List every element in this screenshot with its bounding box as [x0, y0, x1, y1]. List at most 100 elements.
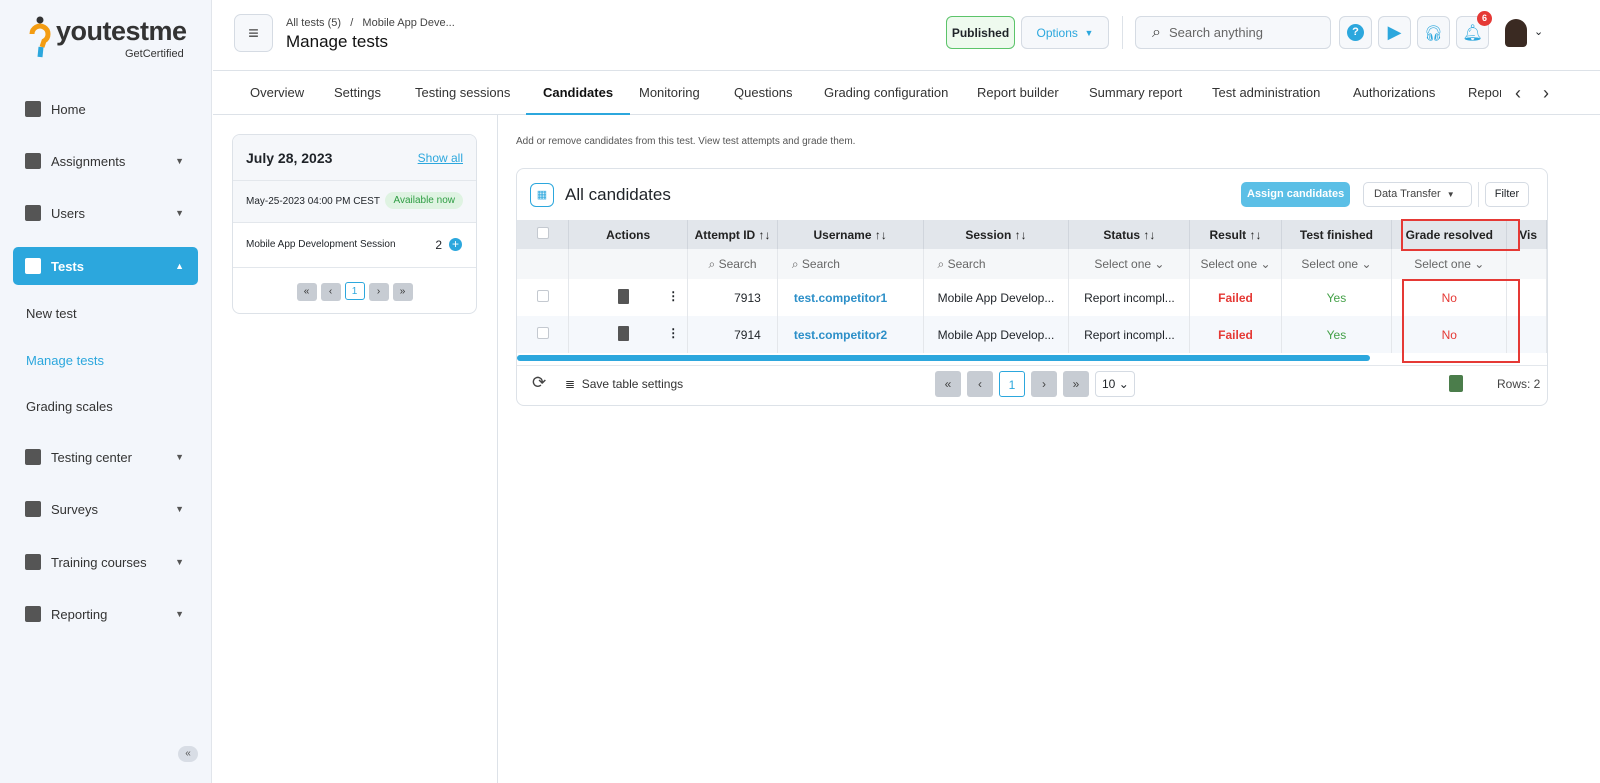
tabs-scroll-left-icon[interactable]: ‹	[1515, 83, 1521, 103]
bell-icon: 🔔︎	[1462, 24, 1483, 42]
search-input[interactable]: ⌕ Search anything	[1135, 16, 1331, 49]
session-cell: Mobile App Develop...	[923, 279, 1070, 316]
chevron-down-icon: ▼	[175, 504, 184, 514]
sidebar-subitem-grading-scales[interactable]: Grading scales	[26, 399, 113, 414]
notifications-button[interactable]: 🔔︎ 6	[1456, 11, 1492, 49]
horizontal-scrollbar[interactable]	[517, 355, 1370, 361]
logo[interactable]: youtestme GetCertified	[28, 14, 188, 64]
testing-center-icon	[25, 449, 41, 465]
sidebar-subitem-manage-tests[interactable]: Manage tests	[26, 353, 105, 368]
column-header-attempt-id[interactable]: Attempt ID ↑↓	[687, 220, 778, 249]
sidebar-item-label: Tests	[51, 258, 84, 274]
tests-icon	[25, 258, 41, 274]
report-icon[interactable]	[617, 325, 629, 341]
page-size-select[interactable]: 10 ⌄	[1095, 371, 1135, 397]
filter-cell	[517, 249, 570, 279]
sidebar-item-assignments[interactable]: Assignments ▼	[13, 142, 198, 180]
sidebar-item-tests[interactable]: Tests ▲	[13, 247, 198, 285]
data-transfer-button[interactable]: Data Transfer ▼	[1363, 182, 1472, 207]
caret-down-icon: ▼	[1084, 27, 1094, 38]
search-placeholder: Search	[801, 256, 840, 271]
tab-test-administration[interactable]: Test administration	[1212, 85, 1321, 100]
column-header-actions: Actions	[568, 220, 689, 249]
sidebar-item-home[interactable]: Home	[13, 90, 198, 128]
test-finished-select[interactable]: Select one ⌄	[1281, 249, 1393, 279]
options-button[interactable]: Options ▼	[1021, 16, 1109, 49]
column-header-username[interactable]: Username ↑↓	[777, 220, 924, 249]
attempt-id-search[interactable]: ⌕ Search	[687, 249, 778, 279]
assign-candidates-button[interactable]: Assign candidates	[1241, 182, 1351, 207]
column-header-result[interactable]: Result ↑↓	[1189, 220, 1282, 249]
tab-settings[interactable]: Settings	[334, 85, 381, 100]
sidebar-item-reporting[interactable]: Reporting ▼	[13, 595, 198, 633]
sidebar-item-users[interactable]: Users ▼	[13, 194, 198, 232]
menu-button[interactable]: ≡	[234, 14, 273, 52]
refresh-icon[interactable]: ⟳	[532, 373, 547, 392]
tab-report-builder[interactable]: Report builder	[977, 85, 1059, 100]
current-page[interactable]: 1	[344, 282, 365, 300]
next-page-button[interactable]: ›	[368, 283, 389, 301]
first-page-button[interactable]: «	[935, 371, 961, 397]
support-button[interactable]: 🎧︎	[1417, 16, 1450, 49]
sidebar-item-testing-center[interactable]: Testing center ▼	[13, 438, 198, 476]
grade-resolved-select[interactable]: Select one ⌄	[1391, 249, 1508, 279]
collapse-sidebar-button[interactable]: «	[178, 746, 198, 762]
column-header-visible: Vis	[1506, 220, 1547, 249]
row-checkbox[interactable]	[536, 290, 549, 302]
breadcrumb-all-tests[interactable]: All tests (5)	[286, 17, 342, 29]
username-link[interactable]: test.competitor2	[777, 316, 924, 353]
filter-button[interactable]: Filter	[1485, 182, 1529, 207]
sidebar-subitem-new-test[interactable]: New test	[26, 306, 77, 321]
tab-candidates[interactable]: Candidates	[526, 71, 631, 115]
chevron-down-icon[interactable]: ⌄	[1534, 26, 1544, 38]
tabs-scroll-right-icon[interactable]: ›	[1543, 83, 1549, 103]
tab-monitoring[interactable]: Monitoring	[639, 85, 700, 100]
row-checkbox[interactable]	[536, 327, 549, 339]
prev-page-button[interactable]: ‹	[967, 371, 993, 397]
tab-overview[interactable]: Overview	[250, 85, 305, 100]
play-button[interactable]: ▶	[1378, 16, 1411, 49]
result-select[interactable]: Select one ⌄	[1189, 249, 1282, 279]
tab-grading-configuration[interactable]: Grading configuration	[824, 85, 949, 100]
published-badge[interactable]: Published	[946, 16, 1015, 49]
next-page-button[interactable]: ›	[1031, 371, 1057, 397]
show-all-link[interactable]: Show all	[417, 151, 463, 165]
first-page-button[interactable]: «	[296, 283, 317, 301]
headset-icon: 🎧︎	[1423, 24, 1444, 42]
session-item[interactable]: Mobile App Development Session 2 +	[233, 223, 476, 268]
current-page[interactable]: 1	[999, 371, 1025, 397]
more-options-icon[interactable]: ⋮	[667, 289, 680, 303]
tab-reports[interactable]: Repor	[1468, 85, 1501, 100]
session-search[interactable]: ⌕ Search	[923, 249, 1070, 279]
save-settings-button[interactable]: ≣ Save table settings	[565, 377, 683, 391]
prev-page-button[interactable]: ‹	[320, 283, 341, 301]
username-search[interactable]: ⌕ Search	[777, 249, 924, 279]
add-icon[interactable]: +	[449, 238, 462, 251]
help-button[interactable]: ?	[1339, 16, 1372, 49]
report-icon[interactable]	[617, 288, 629, 304]
tab-questions[interactable]: Questions	[734, 85, 793, 100]
tab-testing-sessions[interactable]: Testing sessions	[415, 85, 511, 100]
sidebar-item-training-courses[interactable]: Training courses ▼	[13, 543, 198, 581]
last-page-button[interactable]: »	[392, 283, 413, 301]
status-select[interactable]: Select one ⌄	[1068, 249, 1191, 279]
username-link[interactable]: test.competitor1	[777, 279, 924, 316]
last-page-button[interactable]: »	[1063, 371, 1089, 397]
avatar[interactable]	[1505, 19, 1527, 47]
column-header-status[interactable]: Status ↑↓	[1068, 220, 1191, 249]
users-icon	[25, 205, 41, 221]
breadcrumb-current[interactable]: Mobile App Deve...	[362, 17, 455, 29]
sidebar-item-surveys[interactable]: Surveys ▼	[13, 490, 198, 528]
test-finished-cell: Yes	[1281, 316, 1393, 353]
more-options-icon[interactable]: ⋮	[667, 326, 680, 340]
sidebar-item-label: Surveys	[51, 501, 98, 517]
column-header-session[interactable]: Session ↑↓	[923, 220, 1070, 249]
session-date: July 28, 2023	[246, 150, 333, 166]
select-all-checkbox[interactable]	[536, 227, 549, 239]
status-cell: Report incompl...	[1068, 316, 1191, 353]
tab-summary-report[interactable]: Summary report	[1089, 85, 1183, 100]
excel-export-icon[interactable]	[1449, 375, 1463, 392]
page-size-value: 10	[1102, 377, 1116, 391]
rows-count: Rows: 2	[1497, 377, 1541, 391]
tab-authorizations[interactable]: Authorizations	[1353, 85, 1436, 100]
